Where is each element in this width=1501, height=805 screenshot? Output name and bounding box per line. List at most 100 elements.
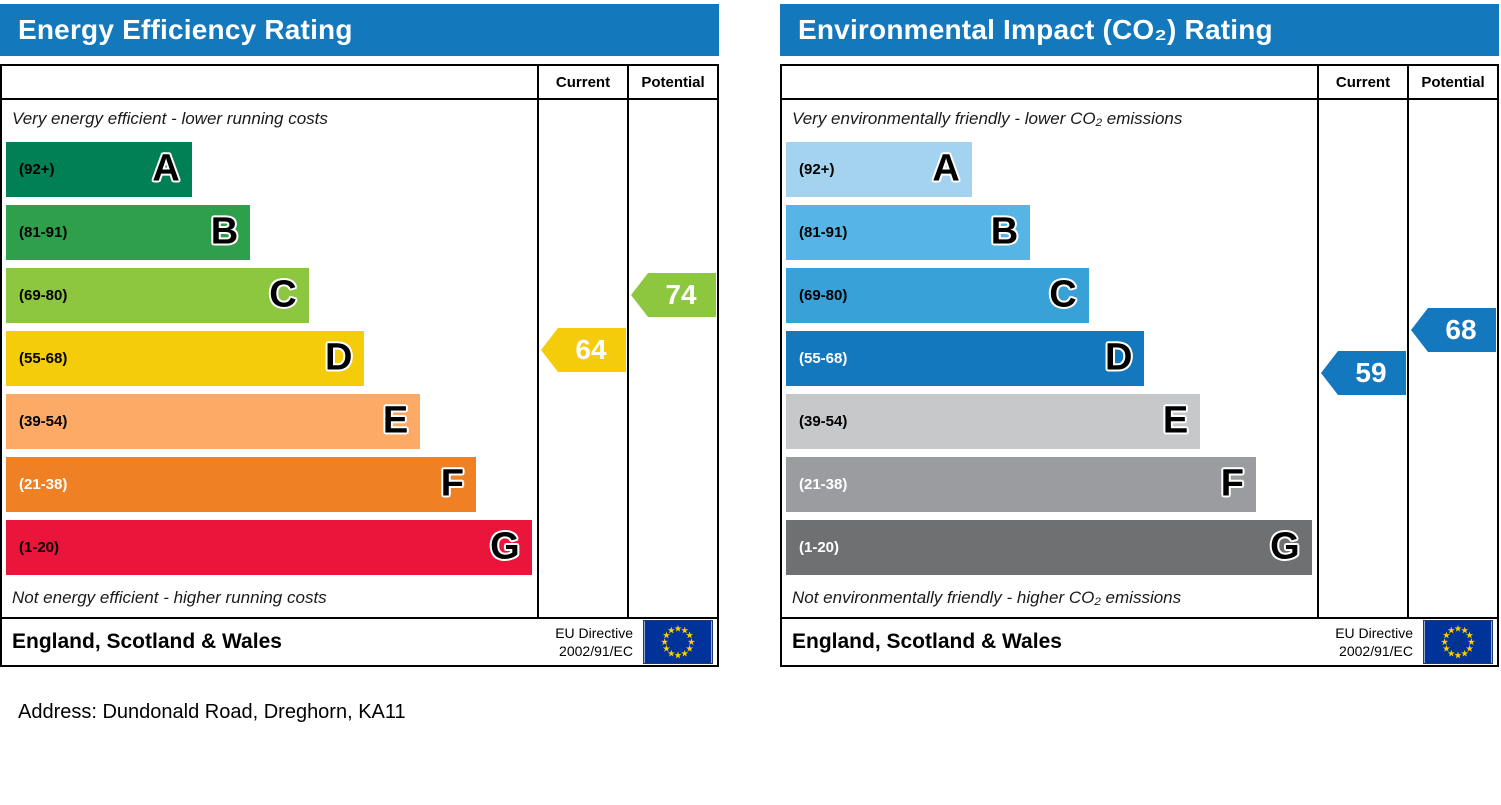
rating-table: Current Potential Very environmentally f… (780, 64, 1499, 667)
band-range-a: (92+) (799, 161, 835, 178)
band-range-b: (81-91) (799, 224, 848, 241)
current-rating-column: 64 (537, 100, 627, 617)
bands-area: Very environmentally friendly - lower CO… (782, 100, 1317, 617)
band-bar-c: (69-80) C (6, 268, 309, 323)
band-bar-b: (81-91) B (786, 205, 1031, 260)
eu-flag-icon (1423, 620, 1493, 664)
band-range-e: (39-54) (19, 413, 68, 430)
top-caption: Very environmentally friendly - lower CO… (792, 109, 1183, 128)
energy-efficiency-chart: Energy Efficiency Rating Current Potenti… (0, 4, 719, 667)
bands-area: Very energy efficient - lower running co… (2, 100, 537, 617)
current-rating-arrow: 59 (1321, 351, 1406, 395)
band-row-e: (39-54) E (782, 390, 1317, 453)
current-column-header: Current (537, 66, 627, 98)
band-row-f: (21-38) F (2, 453, 537, 516)
band-range-c: (69-80) (799, 287, 848, 304)
band-letter-b: B (990, 210, 1019, 253)
band-letter-a: A (152, 147, 180, 190)
band-bar-a: (92+) A (6, 142, 192, 197)
band-bar-e: (39-54) E (786, 394, 1201, 449)
head-spacer (2, 66, 537, 98)
eu-directive-line2: 2002/91/EC (1339, 643, 1413, 659)
band-letter-c: C (269, 273, 297, 316)
band-row-b: (81-91) B (2, 201, 537, 264)
band-row-g: (1-20) G (2, 516, 537, 579)
band-range-f: (21-38) (19, 476, 68, 493)
address-line: Address: Dundonald Road, Dreghorn, KA11 (18, 701, 406, 723)
epc-charts: Energy Efficiency Rating Current Potenti… (0, 4, 1501, 667)
band-letter-a: A (932, 147, 960, 190)
band-letter-b: B (210, 210, 239, 253)
band-row-d: (55-68) D (2, 327, 537, 390)
potential-rating-value: 74 (665, 279, 697, 310)
potential-rating-arrow: 68 (1411, 308, 1496, 352)
band-letter-f: F (440, 462, 464, 505)
eu-directive-label: EU Directive 2002/91/EC (555, 624, 633, 660)
band-range-c: (69-80) (19, 287, 68, 304)
band-letter-d: D (1104, 336, 1133, 379)
band-row-c: (69-80) C (782, 264, 1317, 327)
eu-directive-line1: EU Directive (1335, 624, 1413, 641)
chart-title: Energy Efficiency Rating (0, 4, 719, 56)
potential-rating-value: 68 (1445, 314, 1477, 345)
bottom-caption: Not environmentally friendly - higher CO… (792, 588, 1182, 607)
footer-region-label: England, Scotland & Wales (12, 630, 282, 653)
band-row-d: (55-68) D (782, 327, 1317, 390)
band-bar-g: (1-20) G (786, 520, 1312, 575)
table-footer: England, Scotland & Wales EU Directive 2… (782, 617, 1497, 665)
potential-column-header: Potential (627, 66, 717, 98)
eu-flag-icon (643, 620, 713, 664)
current-rating-value: 59 (1355, 357, 1387, 388)
band-range-f: (21-38) (799, 476, 848, 493)
band-range-b: (81-91) (19, 224, 68, 241)
band-row-a: (92+) A (2, 138, 537, 201)
table-body: Very energy efficient - lower running co… (2, 100, 717, 617)
potential-column-header: Potential (1407, 66, 1497, 98)
band-range-a: (92+) (19, 161, 55, 178)
band-letter-d: D (324, 336, 353, 379)
bottom-caption: Not energy efficient - higher running co… (12, 588, 327, 607)
band-row-g: (1-20) G (782, 516, 1317, 579)
head-spacer (782, 66, 1317, 98)
band-row-f: (21-38) F (782, 453, 1317, 516)
band-range-g: (1-20) (799, 539, 840, 556)
band-letter-c: C (1049, 273, 1077, 316)
band-letter-g: G (490, 525, 520, 568)
current-rating-value: 64 (575, 334, 607, 365)
footer-region-label: England, Scotland & Wales (792, 630, 1062, 653)
table-footer: England, Scotland & Wales EU Directive 2… (2, 617, 717, 665)
environmental-impact-chart: Environmental Impact (CO₂) Rating Curren… (780, 4, 1499, 667)
eu-directive-line1: EU Directive (555, 624, 633, 641)
band-letter-g: G (1270, 525, 1300, 568)
table-head: Current Potential (782, 66, 1497, 100)
potential-rating-arrow: 74 (631, 273, 716, 317)
current-column-header: Current (1317, 66, 1407, 98)
current-rating-column: 59 (1317, 100, 1407, 617)
table-body: Very environmentally friendly - lower CO… (782, 100, 1497, 617)
band-bar-g: (1-20) G (6, 520, 532, 575)
band-bar-a: (92+) A (786, 142, 972, 197)
current-rating-arrow: 64 (541, 328, 626, 372)
band-bar-f: (21-38) F (786, 457, 1256, 512)
band-row-c: (69-80) C (2, 264, 537, 327)
eu-directive-line2: 2002/91/EC (559, 643, 633, 659)
top-caption: Very energy efficient - lower running co… (12, 109, 328, 128)
band-bar-b: (81-91) B (6, 205, 251, 260)
band-letter-e: E (1162, 399, 1189, 442)
eu-directive-label: EU Directive 2002/91/EC (1335, 624, 1413, 660)
band-letter-f: F (1220, 462, 1244, 505)
band-letter-e: E (382, 399, 409, 442)
band-row-a: (92+) A (782, 138, 1317, 201)
band-bar-c: (69-80) C (786, 268, 1089, 323)
band-row-e: (39-54) E (2, 390, 537, 453)
band-bar-e: (39-54) E (6, 394, 421, 449)
band-row-b: (81-91) B (782, 201, 1317, 264)
rating-table: Current Potential Very energy efficient … (0, 64, 719, 667)
band-bar-d: (55-68) D (786, 331, 1145, 386)
table-head: Current Potential (2, 66, 717, 100)
band-range-g: (1-20) (19, 539, 60, 556)
band-range-d: (55-68) (799, 350, 848, 367)
band-range-e: (39-54) (799, 413, 848, 430)
potential-rating-column: 68 (1407, 100, 1497, 617)
